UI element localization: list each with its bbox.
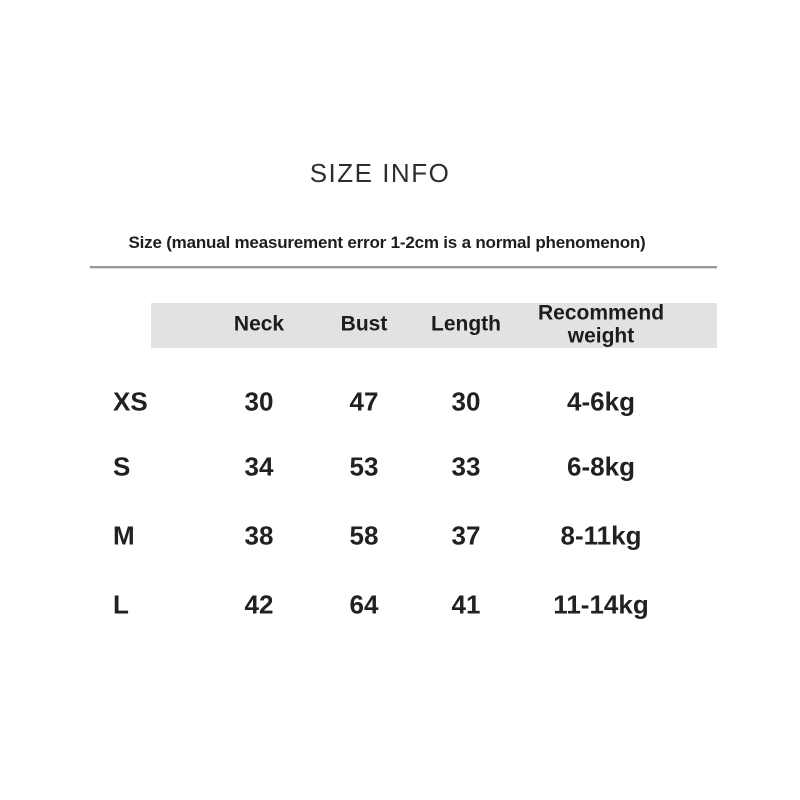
bust-value: 64 (349, 589, 379, 620)
column-header-recommend-weight: Recommend weight (537, 301, 665, 347)
weight-value: 6-8kg (567, 451, 635, 482)
column-header-neck: Neck (233, 312, 285, 336)
length-value: 37 (451, 520, 481, 551)
weight-value: 11-14kg (553, 589, 649, 620)
neck-value: 34 (244, 451, 274, 482)
length-value: 30 (451, 386, 481, 417)
bust-value: 53 (349, 451, 379, 482)
size-label: L (113, 589, 129, 620)
length-value: 41 (451, 589, 481, 620)
length-value: 33 (451, 451, 481, 482)
bust-value: 47 (349, 386, 379, 417)
weight-value: 8-11kg (560, 520, 642, 551)
bust-value: 58 (349, 520, 379, 551)
neck-value: 30 (244, 386, 274, 417)
neck-value: 42 (244, 589, 274, 620)
neck-value: 38 (244, 520, 274, 551)
size-label: XS (113, 386, 148, 417)
size-label: M (113, 520, 135, 551)
size-label: S (113, 451, 131, 482)
column-header-length: Length (431, 312, 501, 336)
column-header-bust: Bust (340, 312, 388, 336)
weight-value: 4-6kg (567, 386, 635, 417)
measurement-note: Size (manual measurement error 1-2cm is … (128, 233, 646, 252)
divider-line (90, 266, 717, 269)
page-title: SIZE INFO (309, 158, 451, 188)
table-header-bar (151, 303, 717, 348)
